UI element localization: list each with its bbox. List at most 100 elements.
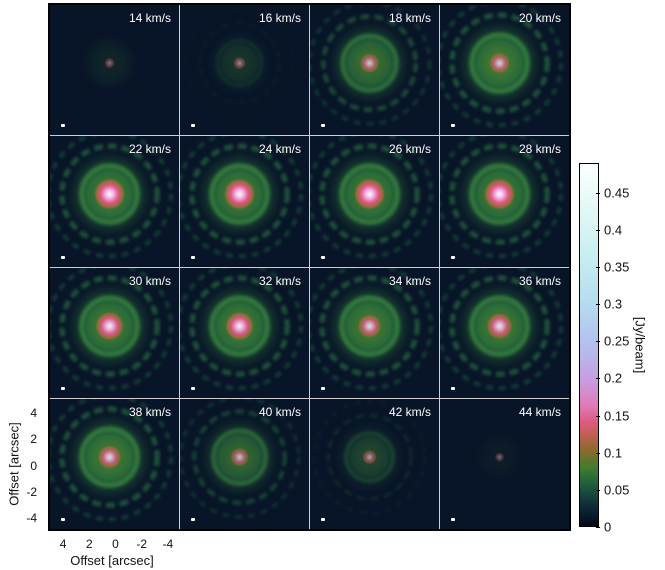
- colorbar-tick-mark: [596, 267, 600, 268]
- velocity-label: 26 km/s: [388, 142, 431, 157]
- beam-marker: [61, 386, 65, 390]
- colorbar-tick-label: 0.2: [604, 370, 623, 386]
- emission-map: [310, 398, 439, 529]
- emission-map: [50, 398, 179, 529]
- channel-panel: 34 km/s: [310, 267, 439, 398]
- emission-map: [50, 267, 179, 398]
- channel-panel: 22 km/s: [50, 136, 179, 267]
- velocity-label: 28 km/s: [518, 142, 561, 157]
- colorbar-label: [Jy/beam]: [632, 316, 648, 374]
- emission-map: [180, 398, 309, 529]
- velocity-label: 22 km/s: [128, 142, 171, 157]
- colorbar-tick-mark: [596, 192, 600, 194]
- beam-marker: [191, 124, 195, 128]
- colorbar-tick-label: 0.35: [604, 259, 630, 275]
- channel-map-grid: 14 km/s 16 km/s 18 km/s 20 km/s 22 km/s 24 km…: [50, 5, 569, 529]
- channel-panel: 42 km/s: [310, 398, 439, 529]
- channel-panel: 20 km/s: [440, 5, 569, 136]
- colorbar-tick-mark: [596, 229, 600, 231]
- x-tick-label: 0: [112, 537, 119, 551]
- colorbar-tick-label: 0.15: [604, 408, 630, 424]
- colorbar-tick-label: 0.05: [604, 482, 630, 498]
- y-tick-label: 2: [30, 432, 37, 447]
- colorbar-tick-mark: [596, 415, 600, 417]
- emission-map: [180, 267, 309, 398]
- colorbar: [579, 163, 599, 527]
- x-tick-label: -4: [162, 537, 174, 551]
- colorbar-tick-mark: [596, 452, 600, 454]
- channel-panel: 44 km/s: [440, 398, 569, 529]
- velocity-label: 30 km/s: [128, 273, 171, 288]
- x-tick-label: 2: [85, 537, 93, 551]
- colorbar-tick-label: 0.3: [604, 296, 623, 312]
- colorbar-tick-label: 0.1: [604, 445, 623, 461]
- colorbar-tick-mark: [596, 304, 600, 306]
- colorbar-tick-mark: [596, 489, 600, 491]
- y-axis-label: Offset [arcsec]: [6, 422, 22, 506]
- colorbar-tick-mark: [596, 378, 600, 380]
- channel-map-frame: 14 km/s 16 km/s 18 km/s 20 km/s 22 km/s 24 km…: [48, 3, 571, 531]
- velocity-label: 34 km/s: [388, 273, 431, 288]
- emission-map: [440, 5, 569, 136]
- velocity-label: 14 km/s: [128, 11, 171, 25]
- colorbar-tick-label: 0.25: [604, 333, 630, 349]
- channel-panel: 32 km/s: [180, 267, 309, 398]
- beam-marker: [191, 255, 195, 259]
- velocity-label: 40 km/s: [258, 404, 301, 419]
- y-tick-label: -4: [26, 510, 37, 525]
- emission-map: [440, 267, 569, 398]
- velocity-label: 44 km/s: [518, 404, 561, 419]
- velocity-label: 24 km/s: [258, 142, 301, 157]
- beam-marker: [321, 124, 325, 128]
- x-tick-label: -2: [136, 537, 148, 551]
- colorbar-tick-label: 0: [604, 519, 612, 535]
- beam-marker: [451, 518, 455, 521]
- y-tick-label: 0: [30, 458, 37, 473]
- colorbar-tick-mark: [596, 527, 600, 528]
- emission-map: [50, 136, 179, 267]
- channel-panel: 36 km/s: [440, 267, 569, 398]
- channel-panel: 38 km/s: [50, 398, 179, 529]
- emission-map: [310, 136, 439, 267]
- emission-map: [440, 136, 569, 267]
- velocity-label: 42 km/s: [388, 404, 431, 419]
- channel-panel: 24 km/s: [180, 136, 309, 267]
- emission-map: [310, 5, 439, 136]
- beam-marker: [61, 518, 65, 521]
- y-tick-label: -2: [26, 484, 37, 499]
- velocity-label: 20 km/s: [518, 11, 561, 25]
- velocity-label: 18 km/s: [388, 11, 431, 25]
- velocity-label: 16 km/s: [258, 11, 301, 25]
- beam-marker: [191, 518, 195, 521]
- x-axis-label: Offset [arcsec]: [70, 553, 154, 568]
- beam-marker: [61, 124, 65, 128]
- channel-panel: 40 km/s: [180, 398, 309, 529]
- emission-map: [440, 398, 569, 529]
- emission-map: [50, 5, 179, 136]
- y-tick-label: 4: [30, 406, 37, 421]
- channel-panel: 18 km/s: [310, 5, 439, 136]
- beam-marker: [451, 124, 455, 128]
- emission-map: [180, 136, 309, 267]
- channel-panel: 14 km/s: [50, 5, 179, 136]
- beam-marker: [451, 386, 455, 390]
- velocity-label: 32 km/s: [258, 273, 301, 288]
- velocity-label: 36 km/s: [518, 273, 561, 288]
- colorbar-tick-mark: [596, 341, 600, 343]
- channel-panel: 30 km/s: [50, 267, 179, 398]
- beam-marker: [321, 255, 325, 259]
- colorbar-tick-label: 0.45: [604, 185, 630, 201]
- beam-marker: [191, 386, 195, 390]
- beam-marker: [321, 518, 325, 521]
- channel-panel: 26 km/s: [310, 136, 439, 267]
- velocity-label: 38 km/s: [128, 404, 171, 419]
- beam-marker: [321, 386, 325, 390]
- emission-map: [310, 267, 439, 398]
- emission-map: [180, 5, 309, 136]
- channel-panel: 28 km/s: [440, 136, 569, 267]
- x-tick-label: 4: [59, 537, 67, 551]
- channel-panel: 16 km/s: [180, 5, 309, 136]
- beam-marker: [61, 255, 65, 259]
- beam-marker: [451, 255, 455, 259]
- colorbar-tick-label: 0.4: [604, 222, 623, 238]
